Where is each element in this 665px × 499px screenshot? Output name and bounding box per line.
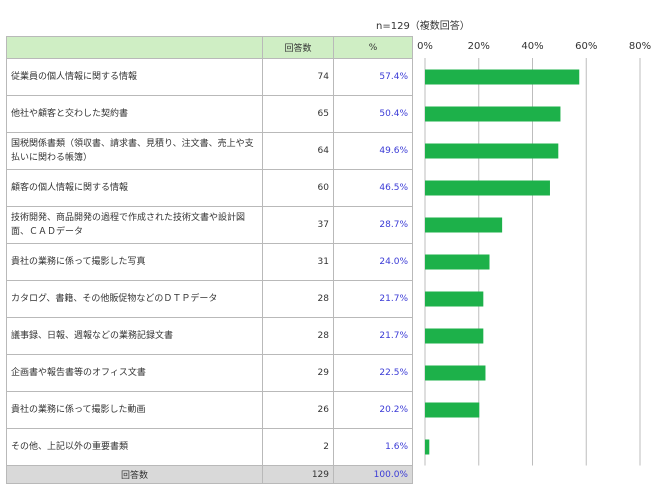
x-tick-label: 40%: [521, 41, 543, 52]
table-row: その他、上記以外の重要書類 2 1.6%: [6, 428, 413, 466]
row-label: 他社や顧客と交わした契約書: [6, 95, 263, 133]
row-percent: 28.7%: [333, 206, 413, 244]
bar: [425, 328, 484, 344]
table-row: 顧客の個人情報に関する情報 60 46.5%: [6, 169, 413, 207]
header-count: 回答数: [262, 36, 334, 59]
row-count: 60: [262, 169, 334, 207]
total-percent: 100.0%: [333, 465, 413, 484]
row-percent: 21.7%: [333, 317, 413, 355]
bar: [425, 402, 480, 418]
sample-size-note: n=129（複数回答）: [376, 21, 470, 32]
bar: [425, 365, 486, 381]
row-count: 28: [262, 280, 334, 318]
survey-table: 回答数 % 従業員の個人情報に関する情報 74 57.4% 他社や顧客と交わした…: [6, 36, 413, 484]
total-row: 回答数 129 100.0%: [6, 465, 413, 484]
total-count: 129: [262, 465, 334, 484]
row-count: 65: [262, 95, 334, 133]
bar: [425, 143, 559, 159]
header-category: [6, 36, 263, 59]
bar: [425, 180, 550, 196]
row-count: 64: [262, 132, 334, 170]
row-percent: 1.6%: [333, 428, 413, 466]
bar: [425, 439, 430, 455]
row-count: 31: [262, 243, 334, 281]
row-label: 企画書や報告書等のオフィス文書: [6, 354, 263, 392]
table-row: 貴社の業務に係って撮影した写真 31 24.0%: [6, 243, 413, 281]
bar: [425, 254, 490, 270]
total-label: 回答数: [6, 465, 263, 484]
x-tick-label: 60%: [575, 41, 597, 52]
bar: [425, 217, 503, 233]
row-percent: 46.5%: [333, 169, 413, 207]
table-row: 他社や顧客と交わした契約書 65 50.4%: [6, 95, 413, 133]
table-row: 従業員の個人情報に関する情報 74 57.4%: [6, 58, 413, 96]
row-label: 国税関係書類（領収書、請求書、見積り、注文書、売上や支払いに関わる帳簿）: [6, 132, 263, 170]
x-tick-label: 0%: [417, 41, 433, 52]
x-tick-label: 80%: [629, 41, 651, 52]
bar: [425, 106, 561, 122]
x-tick-label: 20%: [468, 41, 490, 52]
row-percent: 20.2%: [333, 391, 413, 429]
bar: [425, 69, 580, 85]
bar: [425, 291, 484, 307]
row-label: 議事録、日報、週報などの業務記録文書: [6, 317, 263, 355]
table-row: 国税関係書類（領収書、請求書、見積り、注文書、売上や支払いに関わる帳簿） 64 …: [6, 132, 413, 170]
row-label: 従業員の個人情報に関する情報: [6, 58, 263, 96]
table-row: 技術開発、商品開発の過程で作成された技術文書や設計図面、ＣＡＤデータ 37 28…: [6, 206, 413, 244]
row-percent: 21.7%: [333, 280, 413, 318]
table-row: 貴社の業務に係って撮影した動画 26 20.2%: [6, 391, 413, 429]
row-percent: 57.4%: [333, 58, 413, 96]
row-percent: 24.0%: [333, 243, 413, 281]
row-label: 顧客の個人情報に関する情報: [6, 169, 263, 207]
